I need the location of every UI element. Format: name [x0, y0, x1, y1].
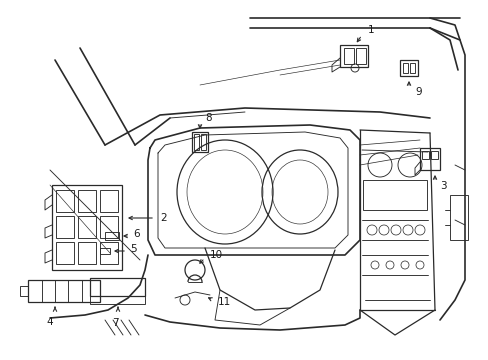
- Bar: [409, 63, 414, 73]
- Bar: [56, 242, 74, 264]
- Bar: [201, 134, 205, 150]
- Bar: [419, 148, 439, 170]
- Bar: [430, 151, 437, 159]
- Bar: [52, 185, 122, 270]
- Text: 11: 11: [218, 297, 231, 307]
- Text: 5: 5: [130, 244, 136, 254]
- Bar: [449, 195, 467, 240]
- Bar: [78, 216, 96, 238]
- Text: 8: 8: [204, 113, 211, 123]
- Text: 7: 7: [111, 318, 118, 328]
- Bar: [105, 232, 119, 240]
- Bar: [355, 48, 365, 64]
- Text: 1: 1: [367, 25, 374, 35]
- Bar: [28, 280, 100, 302]
- Bar: [100, 216, 118, 238]
- Bar: [362, 180, 426, 210]
- Bar: [90, 278, 145, 296]
- Bar: [339, 45, 367, 67]
- Bar: [402, 63, 407, 73]
- Text: 9: 9: [414, 87, 421, 97]
- Bar: [78, 242, 96, 264]
- Bar: [100, 242, 118, 264]
- Text: 10: 10: [209, 250, 223, 260]
- Bar: [192, 132, 207, 152]
- Bar: [56, 216, 74, 238]
- Text: 4: 4: [46, 317, 53, 327]
- Text: 3: 3: [439, 181, 446, 191]
- Bar: [20, 286, 28, 296]
- Bar: [56, 190, 74, 212]
- Text: 6: 6: [133, 229, 140, 239]
- Bar: [343, 48, 353, 64]
- Bar: [100, 190, 118, 212]
- Text: 2: 2: [160, 213, 166, 223]
- Bar: [399, 60, 417, 76]
- Bar: [78, 190, 96, 212]
- Bar: [90, 296, 145, 304]
- Bar: [100, 248, 110, 254]
- Bar: [421, 151, 428, 159]
- Bar: [194, 134, 199, 150]
